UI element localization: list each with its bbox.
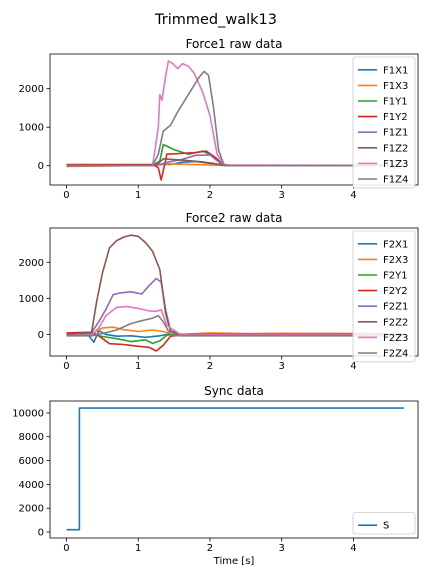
- y-tick-label: 2000: [19, 504, 44, 515]
- series-line-s: [66, 407, 404, 531]
- legend-label: F1X3: [383, 81, 408, 92]
- series-line-f1z4: [66, 70, 404, 167]
- y-tick-label: 6000: [19, 456, 44, 467]
- legend-label: F2X3: [383, 255, 408, 266]
- legend-label: S: [383, 521, 389, 532]
- series-line-f2x3: [66, 326, 404, 336]
- x-tick-label: 3: [279, 361, 285, 372]
- y-tick-label: 0: [38, 528, 44, 539]
- series-line-f1y2: [66, 150, 404, 181]
- legend-label: F1Z3: [383, 159, 408, 170]
- legend-label: F1X1: [383, 65, 408, 76]
- y-tick-label: 4000: [19, 480, 44, 491]
- y-tick-label: 8000: [19, 432, 44, 443]
- legend-label: F2Z3: [383, 333, 408, 344]
- x-tick-label: 3: [279, 190, 285, 201]
- axes-frame: [49, 53, 419, 186]
- y-tick-label: 1000: [19, 294, 44, 305]
- legend-label: F1Y1: [383, 97, 408, 108]
- legend-label: F1Z4: [383, 175, 408, 186]
- x-tick-label: 2: [207, 543, 213, 554]
- chart-title: Force1 raw data: [186, 37, 283, 51]
- legend-label: F2Y1: [383, 271, 408, 282]
- x-tick-label: 3: [279, 543, 285, 554]
- x-tick-label: 1: [135, 543, 141, 554]
- legend-label: F2Z1: [383, 302, 408, 313]
- y-tick-label: 2000: [19, 84, 44, 95]
- series-line-f1z1: [66, 154, 404, 167]
- axes-frame: [49, 227, 419, 357]
- y-tick-label: 1000: [19, 123, 44, 134]
- chart-panel-3: Sync data 0 1 2 3 4 0 2000 4000 6000 8000 10000 Time…: [12, 384, 419, 567]
- legend: F2X1 F2X3 F2Y1 F2Y2 F2Z1 F2Z2 F2Z3 F2Z4: [352, 230, 416, 363]
- x-tick-label: 0: [63, 190, 69, 201]
- chart-title: Force2 raw data: [186, 211, 283, 225]
- legend-label: F2Y2: [383, 286, 408, 297]
- chart-panel-1: Force1 raw data 0 1 2 3 4 0 1000 2000 F1X1 F1X3 F1Y…: [19, 37, 419, 201]
- legend-label: F1Y2: [383, 112, 408, 123]
- x-tick-label: 0: [63, 361, 69, 372]
- x-tick-label: 2: [207, 361, 213, 372]
- series-line-f1z2: [66, 158, 404, 167]
- series-line-f2z3: [66, 305, 404, 337]
- x-tick-label: 0: [63, 543, 69, 554]
- x-tick-label: 4: [350, 190, 356, 201]
- legend-label: F2X1: [383, 239, 408, 250]
- legend-box: [352, 230, 416, 363]
- chart-panel-2: Force2 raw data 0 1 2 3 4 0 1000 2000 F2X1 F2X3 F2Y…: [19, 211, 419, 372]
- y-tick-label: 2000: [19, 258, 44, 269]
- legend: S: [352, 512, 416, 535]
- y-tick-label: 0: [38, 161, 44, 172]
- legend-box: [352, 56, 416, 189]
- chart-title: Sync data: [204, 384, 264, 398]
- series-line-f1z3: [66, 60, 404, 167]
- series-line-f2z4: [66, 314, 404, 337]
- figure-title: Trimmed_walk13: [154, 12, 277, 28]
- x-tick-label: 2: [207, 190, 213, 201]
- x-tick-label: 4: [350, 543, 356, 554]
- x-tick-label: 1: [135, 361, 141, 372]
- legend-box: [352, 512, 416, 535]
- legend: F1X1 F1X3 F1Y1 F1Y2 F1Z1 F1Z2 F1Z3 F1Z4: [352, 56, 416, 189]
- series-line-f2z2: [66, 234, 404, 336]
- x-tick-label: 4: [350, 361, 356, 372]
- axes-frame: [49, 400, 419, 539]
- legend-label: F1Z2: [383, 143, 408, 154]
- y-tick-label: 10000: [12, 408, 44, 419]
- legend-label: F2Z2: [383, 317, 408, 328]
- legend-label: F1Z1: [383, 128, 408, 139]
- x-tick-label: 1: [135, 190, 141, 201]
- x-axis-label: Time [s]: [213, 556, 255, 567]
- legend-label: F2Z4: [383, 349, 408, 360]
- y-tick-label: 0: [38, 330, 44, 341]
